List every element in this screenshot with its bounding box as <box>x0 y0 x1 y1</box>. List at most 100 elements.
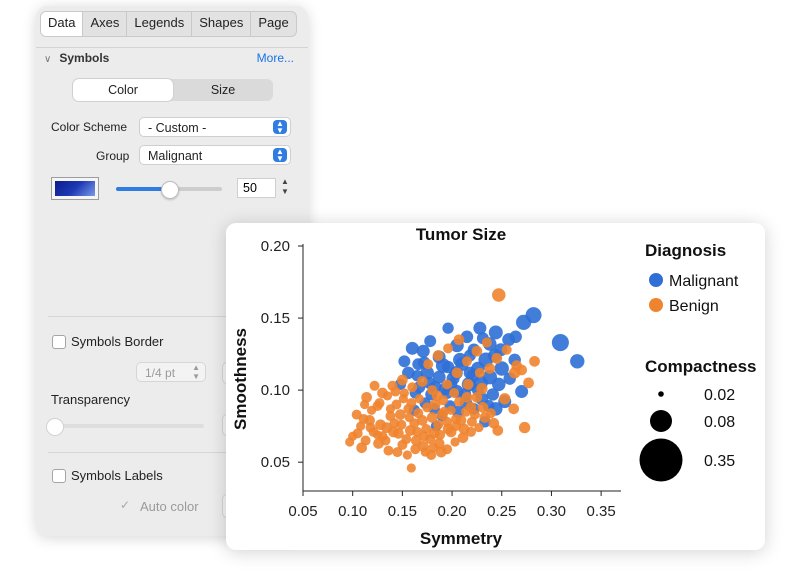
x-tick-label: 0.20 <box>437 503 466 520</box>
size-legend-circle <box>658 391 664 397</box>
data-point <box>494 361 509 376</box>
data-point <box>402 450 412 460</box>
data-point <box>484 363 496 374</box>
data-point <box>392 447 403 458</box>
data-point <box>428 442 439 453</box>
data-point <box>360 399 370 410</box>
data-point <box>423 359 434 370</box>
data-point <box>429 399 441 410</box>
data-point <box>511 360 523 371</box>
size-legend-circle <box>639 438 683 482</box>
data-point <box>443 343 454 354</box>
data-point <box>407 382 418 393</box>
data-point <box>356 442 367 454</box>
tab-axes[interactable]: Axes <box>83 12 128 36</box>
tab-shapes[interactable]: Shapes <box>192 12 252 36</box>
transparency-slider-thumb[interactable] <box>46 418 64 436</box>
chart-card: Tumor Size Symmetry Smoothness 0.05 0.10 0… <box>226 223 765 550</box>
data-point <box>435 429 446 440</box>
value-stepper[interactable]: ▲ ▼ <box>281 177 289 196</box>
data-point <box>395 409 406 420</box>
x-tick-label: 0.15 <box>388 503 417 520</box>
auto-color-label: Auto color <box>140 499 199 514</box>
x-tick-label: 0.30 <box>537 503 566 520</box>
color-size-segmented-control: Color Size <box>73 79 273 101</box>
data-point <box>488 325 503 340</box>
data-point <box>492 288 506 302</box>
data-point <box>442 423 454 435</box>
data-point <box>499 393 511 405</box>
segment-color[interactable]: Color <box>73 79 173 101</box>
data-point <box>420 447 430 457</box>
data-point <box>406 463 416 473</box>
checkmark-icon[interactable]: ✓ <box>120 498 131 512</box>
select-arrows-icon: ▲ ▼ <box>192 363 200 381</box>
symbols-border-label: Symbols Border <box>71 334 164 349</box>
color-swatch[interactable] <box>51 177 99 200</box>
y-tick-label: 0.10 <box>261 382 290 399</box>
scatter-chart: Tumor Size Symmetry Smoothness 0.05 0.10 0… <box>231 225 756 548</box>
legend-swatch-malignant <box>649 273 663 287</box>
gradient-preview <box>55 181 95 196</box>
data-point <box>476 383 488 395</box>
y-tick-label: 0.05 <box>261 454 290 471</box>
data-point <box>441 360 455 374</box>
color-value-field[interactable]: 50 <box>237 178 276 198</box>
transparency-slider-track[interactable] <box>54 424 204 428</box>
border-width-select[interactable]: 1/4 pt ▲ ▼ <box>136 362 206 382</box>
tab-data[interactable]: Data <box>41 12 84 36</box>
data-point <box>515 385 529 399</box>
legend-title: Diagnosis <box>645 241 726 260</box>
group-select[interactable]: Malignant ▲ ▼ <box>139 145 291 165</box>
data-point <box>380 435 391 446</box>
data-point <box>426 412 438 423</box>
section-header[interactable]: ∨ Symbols <box>44 51 109 65</box>
data-point <box>424 335 437 348</box>
data-point <box>383 445 394 456</box>
data-point <box>442 379 453 390</box>
data-point <box>509 330 522 344</box>
size-legend-circle <box>650 410 672 432</box>
tab-legends[interactable]: Legends <box>127 12 193 36</box>
data-point <box>474 367 485 378</box>
color-slider-fill <box>116 187 169 191</box>
data-point <box>369 380 380 391</box>
data-point <box>488 417 500 429</box>
data-point <box>433 419 444 430</box>
x-tick-label: 0.10 <box>338 503 367 520</box>
data-point <box>461 356 472 367</box>
symbols-labels-label: Symbols Labels <box>71 468 163 483</box>
tab-page[interactable]: Page <box>258 15 289 30</box>
more-link[interactable]: More... <box>256 51 294 65</box>
data-point <box>427 385 438 396</box>
section-divider <box>48 452 296 453</box>
segment-size[interactable]: Size <box>210 83 236 97</box>
color-scheme-select[interactable]: - Custom - ▲ ▼ <box>139 117 291 137</box>
data-point <box>570 354 585 369</box>
size-legend-label: 0.02 <box>704 387 735 404</box>
color-slider-thumb[interactable] <box>161 181 179 199</box>
data-point <box>458 423 470 435</box>
data-point <box>345 437 355 447</box>
data-point <box>477 402 489 413</box>
data-point <box>397 439 408 450</box>
data-point <box>501 344 512 355</box>
y-axis-label: Smoothness <box>231 328 250 430</box>
data-point <box>491 353 503 364</box>
data-point <box>460 406 471 417</box>
data-point <box>454 396 465 407</box>
symbols-labels-checkbox[interactable] <box>52 469 66 483</box>
data-point <box>451 367 463 379</box>
data-point <box>356 421 366 431</box>
data-point <box>416 376 428 387</box>
data-point <box>372 430 383 440</box>
data-point <box>412 426 423 437</box>
data-point <box>403 403 414 414</box>
chevron-down-icon[interactable]: ∨ <box>44 54 52 65</box>
data-point <box>385 411 396 422</box>
data-point <box>451 413 462 424</box>
data-point <box>404 412 414 423</box>
color-scheme-label: Color Scheme <box>51 120 128 134</box>
data-point <box>516 314 532 330</box>
symbols-border-checkbox[interactable] <box>52 335 66 349</box>
